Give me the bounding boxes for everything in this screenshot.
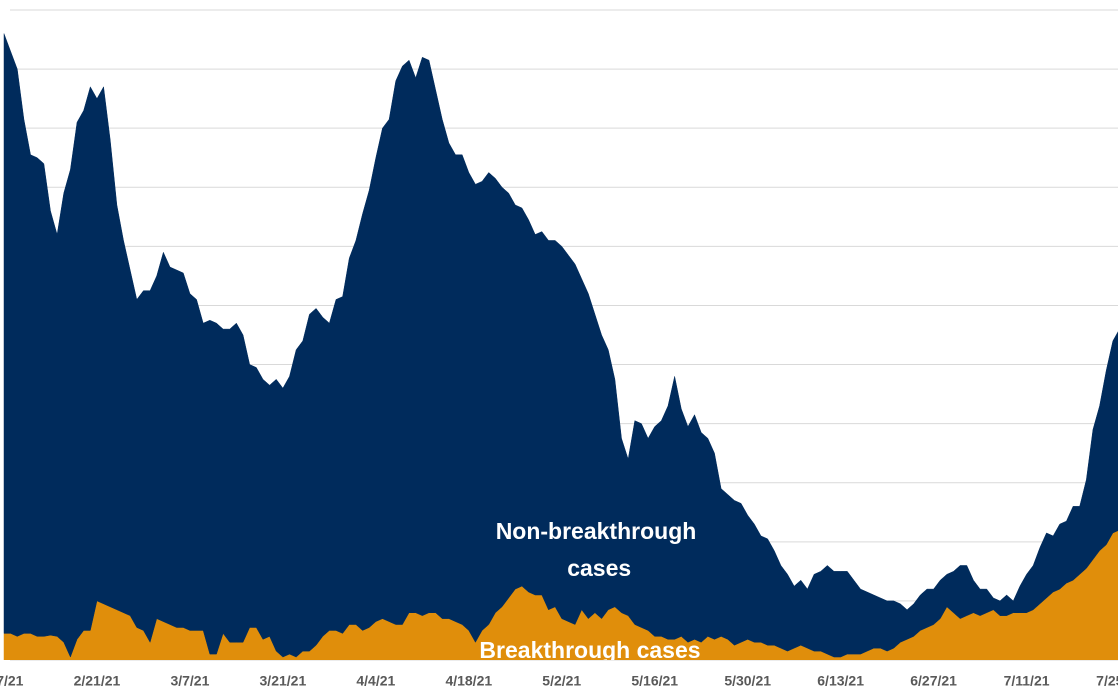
x-tick-label: 6/13/21: [817, 673, 864, 689]
x-tick-label: 5/30/21: [724, 673, 771, 689]
series-label: Breakthrough cases: [479, 637, 700, 663]
x-axis: 2/7/21 2/21/21 3/7/21 3/21/21 4/4/21 4/18/21 5…: [0, 673, 1118, 689]
x-tick-label: 7/11/21: [1004, 673, 1050, 689]
labels: Breakthrough cases Non-breakthrough cases: [479, 518, 700, 663]
x-tick-label: 3/21/21: [260, 673, 307, 689]
x-tick-label: 3/7/21: [170, 673, 209, 689]
x-tick-label: 2/7/21: [0, 673, 24, 689]
x-tick-label: 2/21/21: [74, 673, 121, 689]
x-tick-label: 4/18/21: [445, 673, 492, 689]
areas: [3, 33, 1118, 660]
x-tick-label: 5/2/21: [542, 673, 581, 689]
x-tick-label: 5/16/21: [631, 673, 678, 689]
series-label: Non-breakthrough cases: [496, 518, 697, 581]
x-tick-label: 7/25/21: [1096, 673, 1118, 689]
x-tick-label: 4/4/21: [356, 673, 395, 689]
area: [3, 33, 1118, 658]
x-tick-label: 6/27/21: [910, 673, 957, 689]
